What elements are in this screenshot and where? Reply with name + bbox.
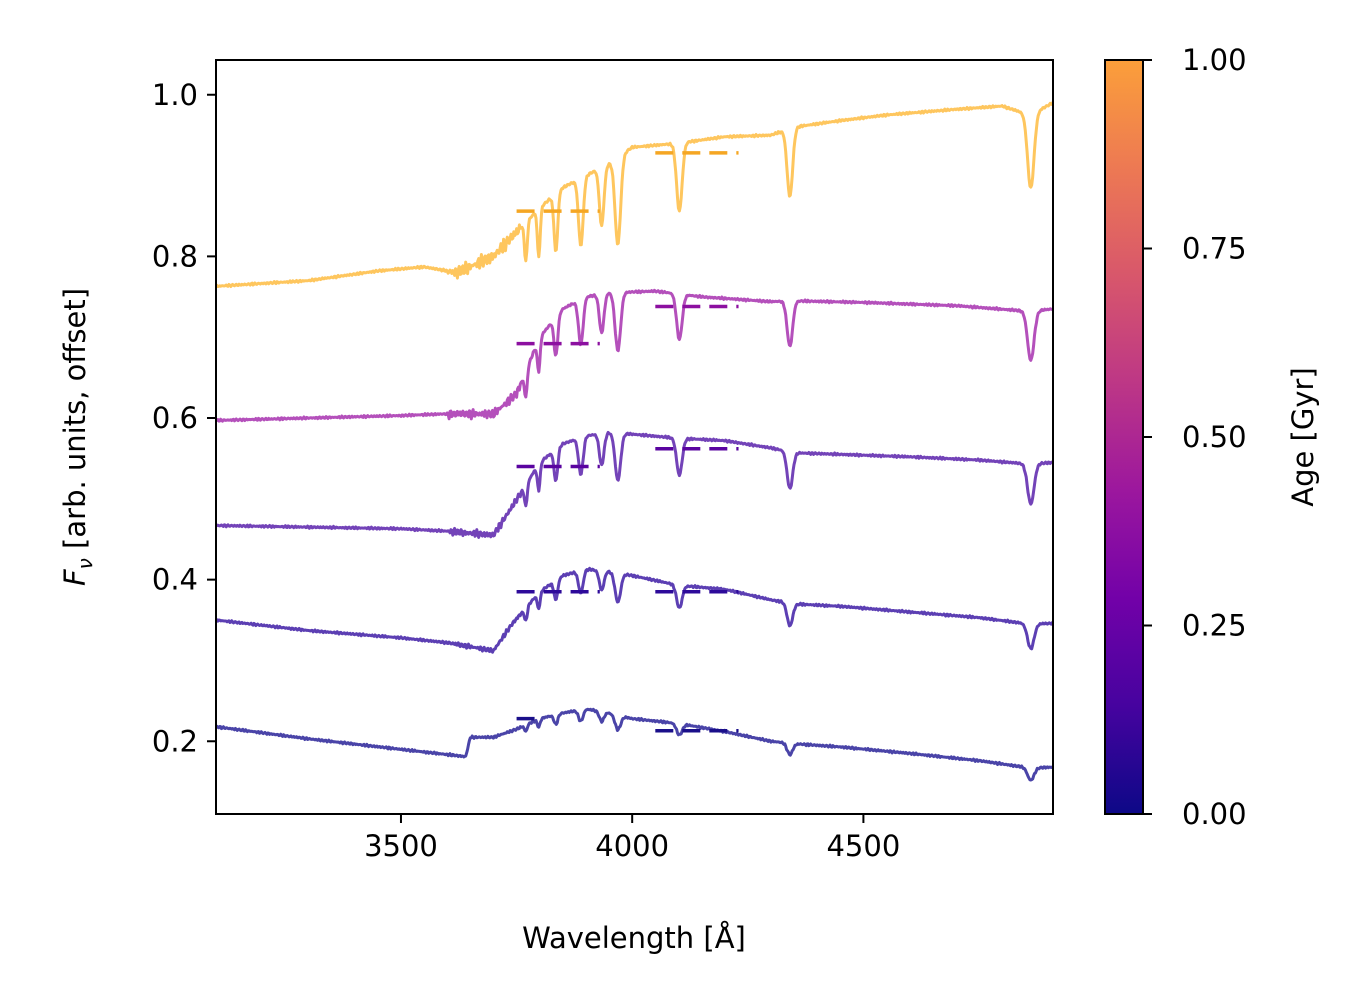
y-tick-label: 0.2 (152, 724, 198, 758)
y-tick-label: 1.0 (152, 78, 198, 112)
spectrum-line (216, 288, 1053, 423)
x-tick-label: 4000 (595, 829, 669, 863)
y-axis-label: Fν [arb. units, offset] (58, 288, 97, 586)
plot-frame (215, 59, 1054, 815)
spectrum-line (216, 566, 1053, 654)
colorbar-tick-label: 0.25 (1182, 609, 1247, 643)
colorbar-tick-label: 1.00 (1182, 43, 1247, 77)
colorbar-tick-label: 0.50 (1182, 420, 1247, 454)
colorbar (1104, 59, 1144, 815)
colorbar-tick-label: 0.00 (1182, 797, 1247, 831)
break-markers (516, 151, 739, 733)
x-axis-label: Wavelength [Å] (522, 921, 746, 955)
series-layer (216, 101, 1053, 782)
spectrum-line (216, 430, 1053, 539)
x-tick-label: 4500 (826, 829, 900, 863)
y-tick-label: 0.4 (152, 563, 198, 597)
spectrum-line (216, 101, 1053, 288)
x-tick-label: 3500 (364, 829, 438, 863)
y-axis-label-sub: ν (73, 558, 97, 569)
y-axis-label-main: F (58, 568, 92, 586)
x-axis: 3500 4000 4500 (364, 814, 900, 863)
colorbar-label: Age [Gyr] (1286, 367, 1320, 507)
y-tick-label: 0.6 (152, 401, 198, 435)
y-axis-label-rest: [arb. units, offset] (58, 288, 92, 558)
colorbar-ticks: 0.00 0.25 0.50 0.75 1.00 (1143, 43, 1247, 831)
colorbar-tick-label: 0.75 (1182, 232, 1247, 266)
y-tick-label: 0.8 (152, 239, 198, 273)
y-axis: 0.2 0.4 0.6 0.8 1.0 (152, 78, 216, 758)
spectrum-line (216, 707, 1053, 782)
